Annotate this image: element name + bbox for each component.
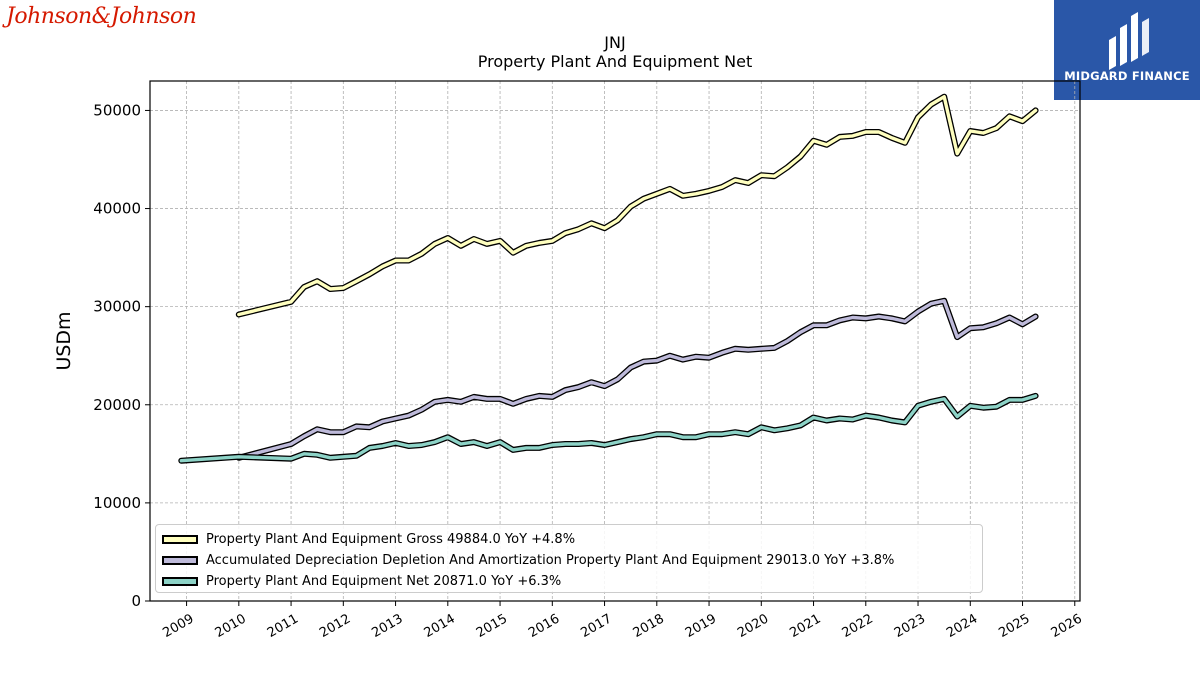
johnson-and-johnson-logo: Johnson&Johnson — [6, 4, 197, 29]
legend-entry: Property Plant And Equipment Gross 49884… — [162, 529, 575, 549]
x-tick-label: 2012 — [317, 611, 353, 641]
legend-label: Property Plant And Equipment Gross 49884… — [206, 531, 576, 547]
series-lines — [178, 93, 1039, 464]
chart-subtitle: Property Plant And Equipment Net — [478, 52, 753, 71]
legend-swatch — [162, 534, 198, 544]
x-tick-label: 2019 — [683, 611, 719, 641]
y-tick-label: 10000 — [93, 494, 141, 512]
y-tick-label: 50000 — [93, 101, 141, 119]
y-tick-label: 30000 — [93, 298, 141, 316]
series-line-0 — [237, 95, 1038, 317]
y-tick-label: 0 — [131, 592, 141, 610]
legend-entry: Property Plant And Equipment Net 20871.0… — [162, 571, 561, 591]
series-outline-2 — [178, 392, 1039, 464]
x-tick-label: 2025 — [996, 611, 1032, 641]
y-tick-label: 40000 — [93, 200, 141, 218]
series-line-2 — [179, 394, 1038, 463]
x-tick-label: 2026 — [1049, 611, 1085, 641]
x-tick-label: 2009 — [160, 611, 196, 641]
x-tick-label: 2015 — [474, 611, 510, 641]
x-tick-label: 2023 — [892, 611, 928, 641]
midgard-logo-mark — [1109, 12, 1149, 70]
x-tick-label: 2011 — [265, 611, 301, 641]
legend: Property Plant And Equipment Gross 49884… — [155, 524, 983, 593]
legend-swatch — [162, 576, 198, 586]
x-tick-label: 2018 — [631, 611, 667, 641]
x-tick-label: 2021 — [787, 611, 823, 641]
x-tick-label: 2020 — [735, 611, 771, 641]
x-tick-label: 2017 — [578, 611, 614, 641]
x-tick-label: 2024 — [944, 611, 980, 641]
y-axis-label: USDm — [53, 311, 75, 370]
chart-title: JNJ — [603, 33, 625, 52]
legend-entry: Accumulated Depreciation Depletion And A… — [162, 550, 894, 570]
legend-swatch — [162, 555, 198, 565]
x-tick-label: 2016 — [526, 611, 562, 641]
series-outline-1 — [235, 297, 1039, 461]
midgard-finance-logo: MIDGARD FINANCE — [1054, 0, 1200, 100]
x-tick-label: 2010 — [213, 611, 249, 641]
x-tick-label: 2022 — [840, 611, 876, 641]
series-line-1 — [237, 299, 1038, 460]
legend-label: Property Plant And Equipment Net 20871.0… — [206, 573, 562, 589]
legend-label: Accumulated Depreciation Depletion And A… — [206, 552, 895, 568]
midgard-finance-wordmark: MIDGARD FINANCE — [1064, 69, 1190, 83]
y-tick-label: 20000 — [93, 396, 141, 414]
plot-frame — [149, 80, 1081, 602]
x-tick-label: 2013 — [369, 611, 405, 641]
x-tick-label: 2014 — [422, 611, 458, 641]
grid — [150, 81, 1080, 602]
